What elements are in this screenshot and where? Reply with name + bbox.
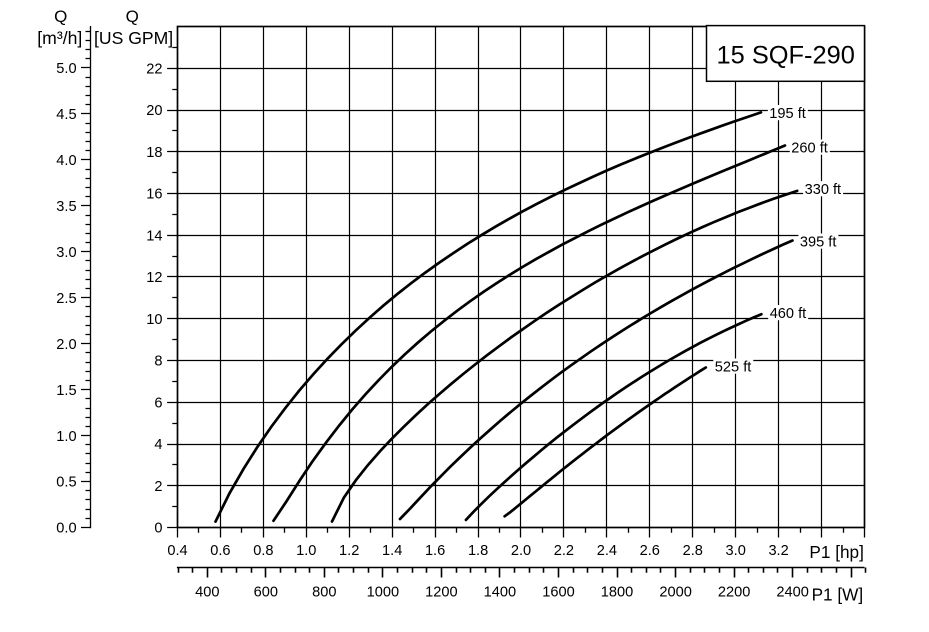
svg-text:195 ft: 195 ft (769, 106, 806, 122)
svg-text:330 ft: 330 ft (805, 182, 842, 198)
svg-text:P1 [hp]: P1 [hp] (809, 542, 863, 562)
svg-text:2.4: 2.4 (597, 543, 617, 559)
svg-text:Q: Q (126, 7, 139, 26)
svg-text:Q: Q (54, 7, 67, 26)
svg-text:1.4: 1.4 (382, 543, 402, 559)
svg-text:3.0: 3.0 (56, 245, 76, 261)
svg-text:1600: 1600 (542, 584, 574, 600)
svg-text:2.2: 2.2 (554, 543, 574, 559)
svg-text:1.0: 1.0 (296, 543, 316, 559)
svg-text:0.4: 0.4 (167, 543, 187, 559)
svg-text:0.6: 0.6 (210, 543, 230, 559)
svg-text:1000: 1000 (367, 584, 399, 600)
svg-text:1.6: 1.6 (425, 543, 445, 559)
svg-text:15 SQF-290: 15 SQF-290 (717, 42, 855, 70)
svg-text:2400: 2400 (776, 584, 808, 600)
svg-text:18: 18 (146, 145, 162, 161)
svg-text:16: 16 (146, 187, 162, 203)
svg-text:395 ft: 395 ft (800, 234, 837, 250)
svg-text:2.6: 2.6 (640, 543, 660, 559)
svg-text:400: 400 (195, 584, 219, 600)
svg-text:260 ft: 260 ft (791, 140, 828, 156)
svg-text:8: 8 (154, 354, 162, 370)
svg-text:3.5: 3.5 (56, 199, 76, 215)
svg-text:[US GPM]: [US GPM] (94, 28, 173, 48)
svg-text:525 ft: 525 ft (715, 359, 752, 375)
svg-text:1400: 1400 (484, 584, 516, 600)
svg-text:2000: 2000 (659, 584, 691, 600)
svg-text:P1 [W]: P1 [W] (812, 584, 864, 604)
svg-text:1800: 1800 (601, 584, 633, 600)
svg-text:2: 2 (154, 479, 162, 495)
svg-text:2.0: 2.0 (511, 543, 531, 559)
svg-text:10: 10 (146, 312, 162, 328)
svg-text:0: 0 (154, 521, 162, 537)
svg-text:800: 800 (312, 584, 336, 600)
svg-text:3.0: 3.0 (726, 543, 746, 559)
svg-text:4.0: 4.0 (56, 153, 76, 169)
svg-text:1.8: 1.8 (468, 543, 488, 559)
svg-text:[m³/h]: [m³/h] (37, 28, 82, 48)
svg-text:1.0: 1.0 (56, 429, 76, 445)
svg-text:4: 4 (154, 437, 162, 453)
svg-text:0.0: 0.0 (56, 521, 76, 537)
svg-text:600: 600 (254, 584, 278, 600)
svg-text:2.0: 2.0 (56, 337, 76, 353)
svg-text:2.8: 2.8 (683, 543, 703, 559)
svg-text:4.5: 4.5 (56, 107, 76, 123)
svg-text:12: 12 (146, 270, 162, 286)
svg-text:22: 22 (146, 62, 162, 78)
svg-text:0.8: 0.8 (253, 543, 273, 559)
svg-text:6: 6 (154, 395, 162, 411)
svg-text:2200: 2200 (718, 584, 750, 600)
svg-text:14: 14 (146, 228, 162, 244)
svg-text:5.0: 5.0 (56, 61, 76, 77)
svg-text:1200: 1200 (425, 584, 457, 600)
svg-text:1.5: 1.5 (56, 383, 76, 399)
svg-text:460 ft: 460 ft (770, 306, 807, 322)
svg-text:2.5: 2.5 (56, 291, 76, 307)
svg-text:1.2: 1.2 (339, 543, 359, 559)
svg-text:3.2: 3.2 (768, 543, 788, 559)
svg-text:0.5: 0.5 (56, 475, 76, 491)
svg-text:20: 20 (146, 103, 162, 119)
